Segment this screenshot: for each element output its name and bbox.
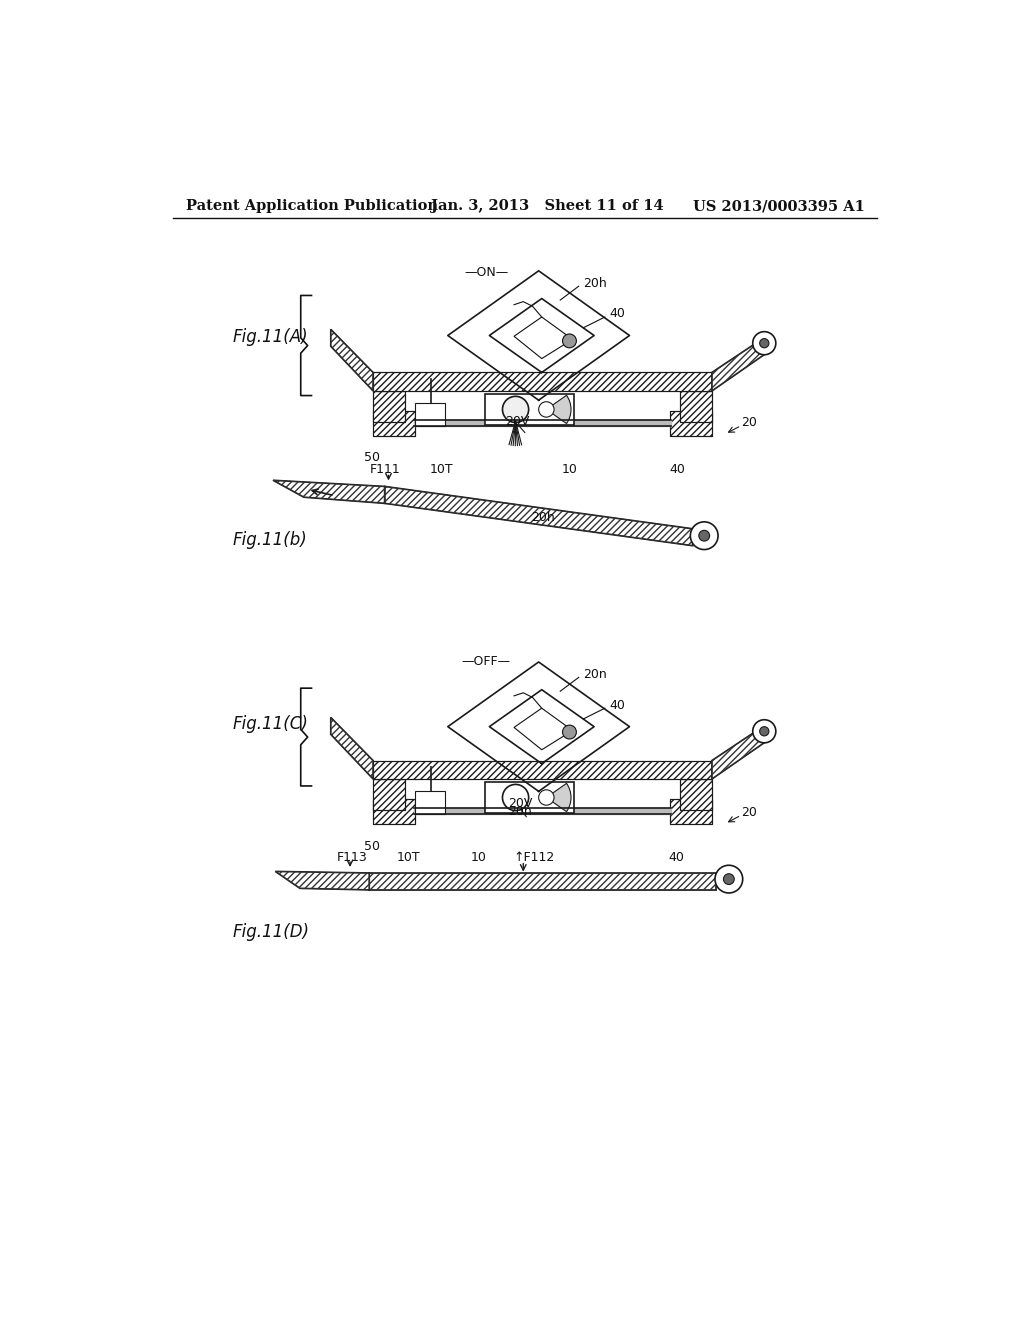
Bar (373, 372, 712, 391)
Bar (373, 779, 406, 810)
Circle shape (760, 726, 769, 737)
Circle shape (503, 784, 528, 810)
Bar (670, 411, 712, 436)
Text: Jan. 3, 2013   Sheet 11 of 14: Jan. 3, 2013 Sheet 11 of 14 (431, 199, 664, 213)
Text: 20n: 20n (508, 805, 531, 818)
Polygon shape (712, 722, 770, 779)
Text: US 2013/0003395 A1: US 2013/0003395 A1 (692, 199, 864, 213)
Bar (680, 779, 712, 810)
Bar (416, 404, 444, 426)
Circle shape (562, 725, 577, 739)
Text: —OFF—: —OFF— (462, 655, 511, 668)
Circle shape (562, 334, 577, 348)
Text: 20n: 20n (584, 668, 607, 681)
Text: F113: F113 (337, 851, 368, 865)
Circle shape (503, 396, 528, 422)
Text: 20h: 20h (531, 511, 555, 524)
Wedge shape (547, 783, 571, 812)
Circle shape (753, 331, 776, 355)
Text: Fig.11(D): Fig.11(D) (232, 923, 309, 941)
Text: 40: 40 (668, 851, 684, 865)
Polygon shape (273, 480, 385, 503)
Text: Patent Application Publication: Patent Application Publication (186, 199, 438, 213)
Text: 20h: 20h (584, 277, 607, 289)
Bar (373, 411, 416, 436)
Text: 20V: 20V (505, 416, 529, 428)
Text: 20V: 20V (508, 797, 532, 810)
Polygon shape (514, 708, 572, 750)
Text: 40: 40 (609, 698, 626, 711)
Bar (484, 395, 574, 425)
Bar (373, 391, 406, 422)
Text: F111: F111 (370, 463, 400, 477)
Text: 50: 50 (364, 841, 380, 853)
Bar (373, 799, 416, 824)
Polygon shape (385, 487, 692, 545)
Bar (373, 411, 416, 436)
Polygon shape (514, 317, 572, 359)
Circle shape (690, 521, 718, 549)
Polygon shape (331, 718, 373, 779)
Polygon shape (712, 334, 770, 391)
Text: 10T: 10T (396, 851, 420, 865)
Text: 20: 20 (741, 807, 757, 820)
Bar (373, 760, 712, 779)
Wedge shape (547, 395, 571, 424)
Bar (680, 779, 712, 810)
Text: 10: 10 (471, 851, 486, 865)
Bar (373, 799, 416, 824)
Text: —ON—: —ON— (464, 265, 509, 279)
Circle shape (539, 401, 554, 417)
Text: 10T: 10T (429, 463, 453, 477)
Polygon shape (370, 873, 716, 890)
Bar (484, 781, 574, 813)
Circle shape (539, 789, 554, 805)
Text: 40: 40 (670, 463, 685, 477)
Text: Fig.11(b): Fig.11(b) (232, 531, 307, 549)
Circle shape (715, 866, 742, 894)
Text: ↑F112: ↑F112 (513, 851, 555, 865)
Text: Fig.11(C): Fig.11(C) (232, 715, 308, 734)
Bar (373, 779, 406, 810)
Text: 40: 40 (609, 308, 626, 321)
Text: 20: 20 (741, 416, 757, 429)
Bar (670, 411, 712, 436)
Circle shape (698, 531, 710, 541)
Bar (373, 391, 406, 422)
Bar (680, 391, 712, 422)
Bar (680, 391, 712, 422)
Circle shape (753, 719, 776, 743)
Polygon shape (275, 871, 370, 890)
Circle shape (724, 874, 734, 884)
Bar (670, 799, 712, 824)
Text: Fig.11(A): Fig.11(A) (232, 329, 308, 346)
Bar (416, 792, 444, 814)
Bar (373, 372, 712, 391)
Bar (373, 760, 712, 779)
Text: 50: 50 (364, 450, 380, 463)
Polygon shape (331, 330, 373, 391)
Circle shape (760, 339, 769, 348)
Bar (670, 799, 712, 824)
Text: 10: 10 (562, 463, 578, 477)
